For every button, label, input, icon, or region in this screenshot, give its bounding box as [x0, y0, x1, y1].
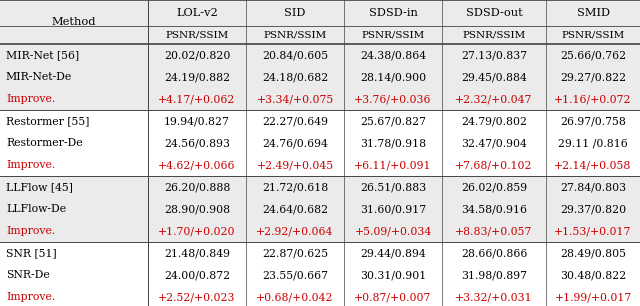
Text: SID: SID [284, 8, 306, 18]
Text: 26.02/0.859: 26.02/0.859 [461, 182, 527, 192]
Text: 24.00/0.872: 24.00/0.872 [164, 270, 230, 280]
Text: Improve.: Improve. [6, 226, 55, 236]
Text: +4.62/+0.066: +4.62/+0.066 [158, 160, 236, 170]
Text: +2.52/+0.023: +2.52/+0.023 [158, 292, 236, 302]
Text: LLFlow-De: LLFlow-De [6, 204, 66, 214]
Text: 24.19/0.882: 24.19/0.882 [164, 72, 230, 82]
Text: 27.13/0.837: 27.13/0.837 [461, 50, 527, 60]
Text: 24.79/0.802: 24.79/0.802 [461, 116, 527, 126]
Text: 22.27/0.649: 22.27/0.649 [262, 116, 328, 126]
Text: Improve.: Improve. [6, 94, 55, 104]
Text: PSNR/SSIM: PSNR/SSIM [264, 31, 326, 39]
Text: 24.38/0.864: 24.38/0.864 [360, 50, 426, 60]
Text: 20.02/0.820: 20.02/0.820 [164, 50, 230, 60]
Text: 24.76/0.694: 24.76/0.694 [262, 138, 328, 148]
Text: +3.32/+0.031: +3.32/+0.031 [455, 292, 533, 302]
Text: PSNR/SSIM: PSNR/SSIM [362, 31, 424, 39]
Text: 31.78/0.918: 31.78/0.918 [360, 138, 426, 148]
Text: 26.51/0.883: 26.51/0.883 [360, 182, 426, 192]
Text: 28.90/0.908: 28.90/0.908 [164, 204, 230, 214]
Text: Improve.: Improve. [6, 160, 55, 170]
Text: LLFlow [45]: LLFlow [45] [6, 182, 73, 192]
Text: +3.76/+0.036: +3.76/+0.036 [355, 94, 432, 104]
Text: PSNR/SSIM: PSNR/SSIM [561, 31, 625, 39]
Bar [0, 0, 640, 44]
Text: SDSD-in: SDSD-in [369, 8, 417, 18]
Text: +7.68/+0.102: +7.68/+0.102 [455, 160, 532, 170]
Text: 25.66/0.762: 25.66/0.762 [560, 50, 626, 60]
Text: 29.45/0.884: 29.45/0.884 [461, 72, 527, 82]
Text: Restormer-De: Restormer-De [6, 138, 83, 148]
Text: 24.18/0.682: 24.18/0.682 [262, 72, 328, 82]
Text: 22.87/0.625: 22.87/0.625 [262, 248, 328, 258]
Text: +2.14/+0.058: +2.14/+0.058 [554, 160, 632, 170]
Text: +1.16/+0.072: +1.16/+0.072 [554, 94, 632, 104]
Text: 21.48/0.849: 21.48/0.849 [164, 248, 230, 258]
Text: Improve.: Improve. [6, 292, 55, 302]
Bar [0, 176, 640, 242]
Text: SNR [51]: SNR [51] [6, 248, 56, 258]
Text: 34.58/0.916: 34.58/0.916 [461, 204, 527, 214]
Text: +0.87/+0.007: +0.87/+0.007 [355, 292, 432, 302]
Text: 20.84/0.605: 20.84/0.605 [262, 50, 328, 60]
Text: 31.98/0.897: 31.98/0.897 [461, 270, 527, 280]
Bar [0, 44, 640, 110]
Text: MIR-Net-De: MIR-Net-De [6, 72, 72, 82]
Text: 29.11 /0.816: 29.11 /0.816 [558, 138, 628, 148]
Text: 19.94/0.827: 19.94/0.827 [164, 116, 230, 126]
Text: +1.99/+0.017: +1.99/+0.017 [554, 292, 632, 302]
Text: 31.60/0.917: 31.60/0.917 [360, 204, 426, 214]
Text: 21.72/0.618: 21.72/0.618 [262, 182, 328, 192]
Bar [0, 242, 640, 306]
Text: +1.70/+0.020: +1.70/+0.020 [158, 226, 236, 236]
Text: 24.64/0.682: 24.64/0.682 [262, 204, 328, 214]
Text: +2.92/+0.064: +2.92/+0.064 [256, 226, 333, 236]
Text: +0.68/+0.042: +0.68/+0.042 [256, 292, 333, 302]
Text: Method: Method [52, 17, 96, 27]
Text: PSNR/SSIM: PSNR/SSIM [165, 31, 228, 39]
Text: 32.47/0.904: 32.47/0.904 [461, 138, 527, 148]
Text: 29.44/0.894: 29.44/0.894 [360, 248, 426, 258]
Text: 24.56/0.893: 24.56/0.893 [164, 138, 230, 148]
Bar [0, 110, 640, 176]
Text: 28.14/0.900: 28.14/0.900 [360, 72, 426, 82]
Text: 26.97/0.758: 26.97/0.758 [560, 116, 626, 126]
Text: 28.49/0.805: 28.49/0.805 [560, 248, 626, 258]
Text: MIR-Net [56]: MIR-Net [56] [6, 50, 79, 60]
Text: 26.20/0.888: 26.20/0.888 [164, 182, 230, 192]
Text: +6.11/+0.091: +6.11/+0.091 [355, 160, 432, 170]
Text: SDSD-out: SDSD-out [466, 8, 522, 18]
Text: 29.37/0.820: 29.37/0.820 [560, 204, 626, 214]
Text: Restormer [55]: Restormer [55] [6, 116, 90, 126]
Text: 27.84/0.803: 27.84/0.803 [560, 182, 626, 192]
Text: +2.49/+0.045: +2.49/+0.045 [257, 160, 333, 170]
Text: LOL-v2: LOL-v2 [176, 8, 218, 18]
Text: PSNR/SSIM: PSNR/SSIM [462, 31, 525, 39]
Text: +2.32/+0.047: +2.32/+0.047 [455, 94, 532, 104]
Text: 30.31/0.901: 30.31/0.901 [360, 270, 426, 280]
Text: 25.67/0.827: 25.67/0.827 [360, 116, 426, 126]
Text: +4.17/+0.062: +4.17/+0.062 [158, 94, 236, 104]
Text: 30.48/0.822: 30.48/0.822 [560, 270, 626, 280]
Text: 28.66/0.866: 28.66/0.866 [461, 248, 527, 258]
Text: +5.09/+0.034: +5.09/+0.034 [355, 226, 431, 236]
Text: SNR-De: SNR-De [6, 270, 50, 280]
Text: +3.34/+0.075: +3.34/+0.075 [257, 94, 333, 104]
Text: +1.53/+0.017: +1.53/+0.017 [554, 226, 632, 236]
Text: 23.55/0.667: 23.55/0.667 [262, 270, 328, 280]
Text: +8.83/+0.057: +8.83/+0.057 [455, 226, 532, 236]
Text: 29.27/0.822: 29.27/0.822 [560, 72, 626, 82]
Text: SMID: SMID [577, 8, 609, 18]
